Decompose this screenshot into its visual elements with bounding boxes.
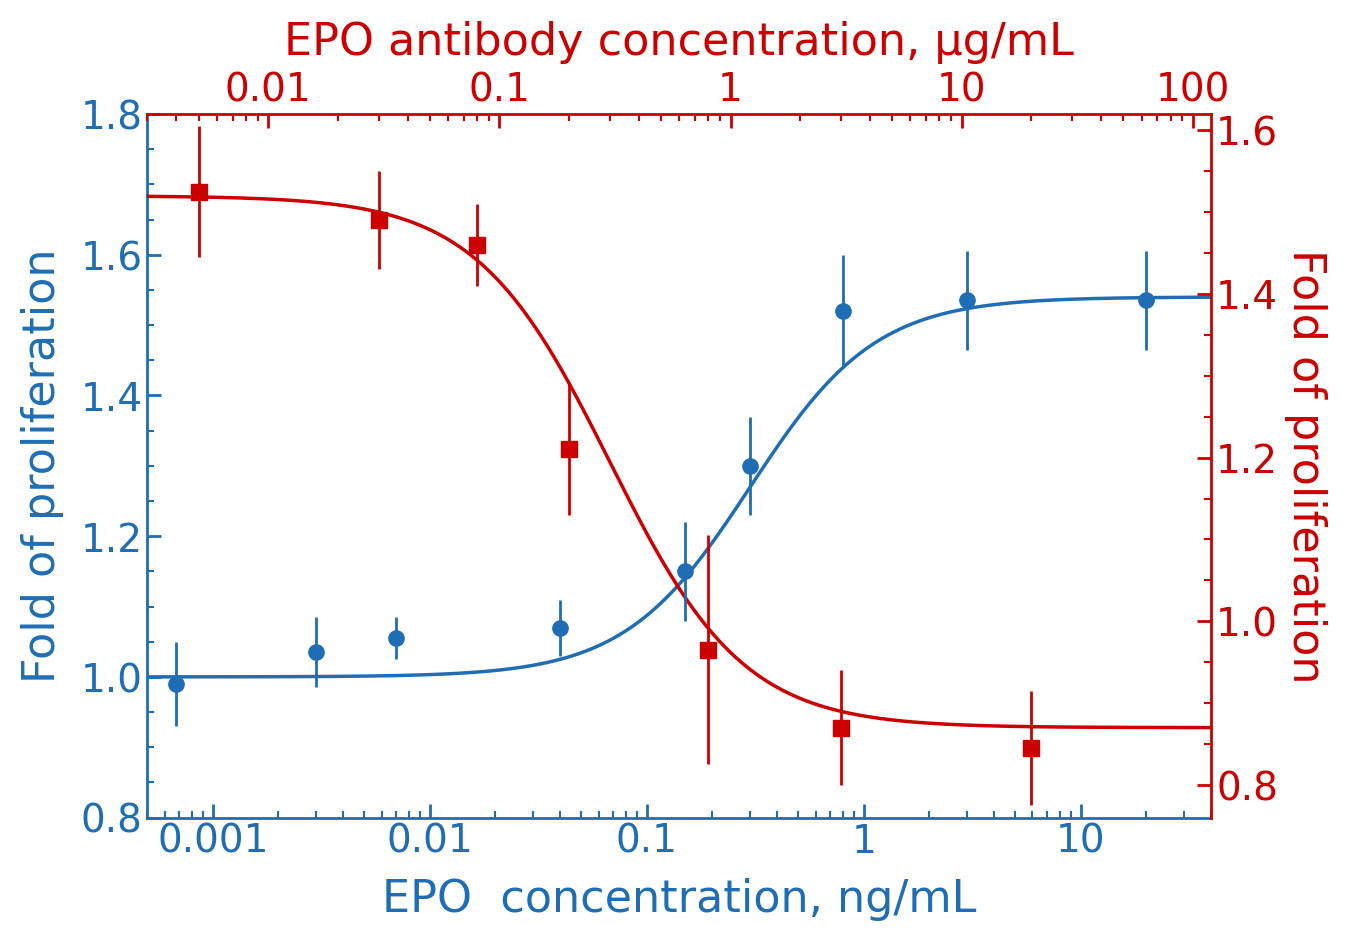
X-axis label: EPO  concentration, ng/mL: EPO concentration, ng/mL bbox=[383, 877, 977, 920]
Y-axis label: Fold of proliferation: Fold of proliferation bbox=[20, 248, 63, 683]
X-axis label: EPO antibody concentration, μg/mL: EPO antibody concentration, μg/mL bbox=[284, 21, 1074, 64]
Y-axis label: Fold of proliferation: Fold of proliferation bbox=[1284, 248, 1327, 683]
